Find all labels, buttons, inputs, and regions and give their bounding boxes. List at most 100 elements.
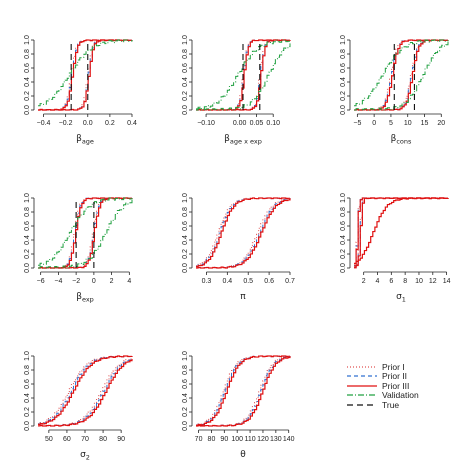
x-tick-label: 0.0: [83, 120, 93, 127]
legend-entry-prior2: Prior II: [347, 371, 467, 381]
cdf-curve-prior3: [38, 197, 133, 269]
x-tick-label: −2: [72, 278, 80, 285]
axis-label: βcons: [391, 134, 412, 146]
cdf-curve-validation: [38, 39, 133, 107]
cdf-curve-prior3: [38, 197, 133, 269]
legend-entry-true: True: [347, 400, 467, 410]
legend-swatch-prior2: [347, 373, 377, 379]
cdf-curve-prior1: [38, 357, 133, 427]
axis-label: π: [240, 292, 246, 302]
y-tick-label: 0.2: [24, 249, 31, 259]
y-tick-label: 0.0: [340, 105, 347, 115]
y-tick-label: 0.4: [182, 235, 189, 245]
x-tick-label: 14: [443, 278, 451, 285]
x-tick-label: 0.4: [222, 278, 232, 285]
axis-label: σ2: [80, 450, 90, 462]
x-tick-label: 60: [63, 436, 71, 443]
cdf-curve-prior3: [38, 355, 133, 426]
cdf-curve-validation: [354, 39, 449, 107]
y-tick-label: 0.6: [340, 63, 347, 73]
legend-label-validation: Validation: [382, 390, 419, 401]
cdf-curve-prior1: [196, 356, 291, 427]
y-tick-label: 1.0: [24, 193, 31, 203]
legend-swatch-prior1: [347, 364, 377, 370]
cdf-curve-prior2: [354, 197, 449, 269]
x-tick-label: 0.6: [264, 278, 274, 285]
x-tick-label: 2: [362, 278, 366, 285]
cdf-curve-validation: [196, 39, 291, 110]
y-tick-label: 0.6: [24, 221, 31, 231]
y-tick-label: 0.0: [182, 105, 189, 115]
y-tick-label: 0.6: [182, 221, 189, 231]
cdf-curve-prior3: [354, 197, 449, 264]
panel-beta-age-exp: 0.0 0.2 0.4 0.6 0.8 1.0 −0.10 0.00 0.05 0.10 βage …: [182, 35, 291, 146]
cdf-curve-prior3: [354, 197, 449, 269]
cdf-curve-validation: [354, 41, 449, 111]
y-tick-label: 0.8: [182, 49, 189, 59]
y-tick-label: 0.2: [340, 91, 347, 101]
y-tick-label: 0.0: [24, 421, 31, 431]
axis-label: βage x exp: [224, 134, 262, 146]
panel-sigma-1: 0.0 0.2 0.4 0.6 0.8 1.0 2 4 6 8 10 12 14 σ1: [340, 193, 451, 303]
y-tick-label: 0.4: [340, 235, 347, 245]
y-tick-label: 0.2: [182, 91, 189, 101]
legend-label-prior1: Prior I: [382, 361, 405, 372]
cdf-curve-prior1: [38, 355, 133, 425]
y-tick-label: 0.8: [340, 207, 347, 217]
y-tick-label: 0.8: [340, 49, 347, 59]
cdf-curve-prior3: [196, 356, 291, 427]
cdf-curve-validation: [38, 197, 133, 266]
y-tick-label: 0.4: [24, 77, 31, 87]
y-tick-label: 0.2: [340, 249, 347, 259]
y-tick-label: 1.0: [24, 351, 31, 361]
x-tick-label: 0.10: [266, 120, 280, 127]
panel-theta: 0.0 0.2 0.4 0.6 0.8 1.0 70 80 90 100 110 120 130 140 θ: [182, 351, 295, 460]
y-tick-label: 0.8: [24, 49, 31, 59]
legend-entry-prior3: Prior III: [347, 381, 467, 391]
x-tick-label: −0.2: [59, 120, 73, 127]
x-tick-label: 4: [376, 278, 380, 285]
x-tick-label: 0.05: [250, 120, 264, 127]
x-tick-label: 0.2: [105, 120, 115, 127]
legend-swatch-prior3: [347, 383, 377, 389]
y-tick-label: 0.4: [182, 393, 189, 403]
y-tick-label: 1.0: [24, 35, 31, 45]
x-tick-label: 90: [117, 436, 125, 443]
x-tick-label: −0.4: [37, 120, 51, 127]
cdf-curve-prior1: [38, 197, 133, 269]
x-tick-label: 10: [404, 120, 412, 127]
legend-entry-validation: Validation: [347, 390, 467, 401]
axis-label: βage: [76, 134, 94, 146]
x-tick-label: −5: [353, 120, 361, 127]
cdf-curve-prior3: [354, 197, 449, 267]
cdf-curve-prior1: [38, 197, 133, 269]
y-tick-label: 0.6: [182, 63, 189, 73]
x-tick-label: −0.10: [197, 120, 215, 127]
x-tick-label: −4: [54, 278, 62, 285]
y-tick-label: 0.4: [24, 235, 31, 245]
y-tick-label: 1.0: [182, 351, 189, 361]
y-tick-label: 0.8: [182, 365, 189, 375]
axis-label: θ: [240, 450, 246, 460]
cdf-curve-prior3: [196, 355, 291, 426]
y-tick-label: 0.0: [182, 263, 189, 273]
y-tick-label: 0.8: [24, 365, 31, 375]
x-tick-label: 130: [270, 436, 282, 443]
x-tick-label: 110: [244, 436, 255, 443]
x-tick-label: 6: [389, 278, 393, 285]
x-tick-label: 0.4: [127, 120, 137, 127]
cdf-curve-prior3: [196, 198, 291, 269]
x-tick-label: 0: [372, 120, 376, 127]
y-tick-label: 0.0: [24, 105, 31, 115]
y-tick-label: 0.6: [340, 221, 347, 231]
y-tick-label: 0.0: [182, 421, 189, 431]
x-tick-label: 0: [92, 278, 96, 285]
x-tick-label: 15: [421, 120, 429, 127]
cdf-curve-prior3: [38, 358, 133, 427]
x-tick-label: 8: [403, 278, 407, 285]
cdf-curve-prior3: [196, 197, 291, 268]
x-tick-label: 100: [231, 436, 243, 443]
legend-label-true: True: [382, 399, 400, 410]
x-tick-label: 12: [429, 278, 437, 285]
x-tick-label: 120: [257, 436, 269, 443]
